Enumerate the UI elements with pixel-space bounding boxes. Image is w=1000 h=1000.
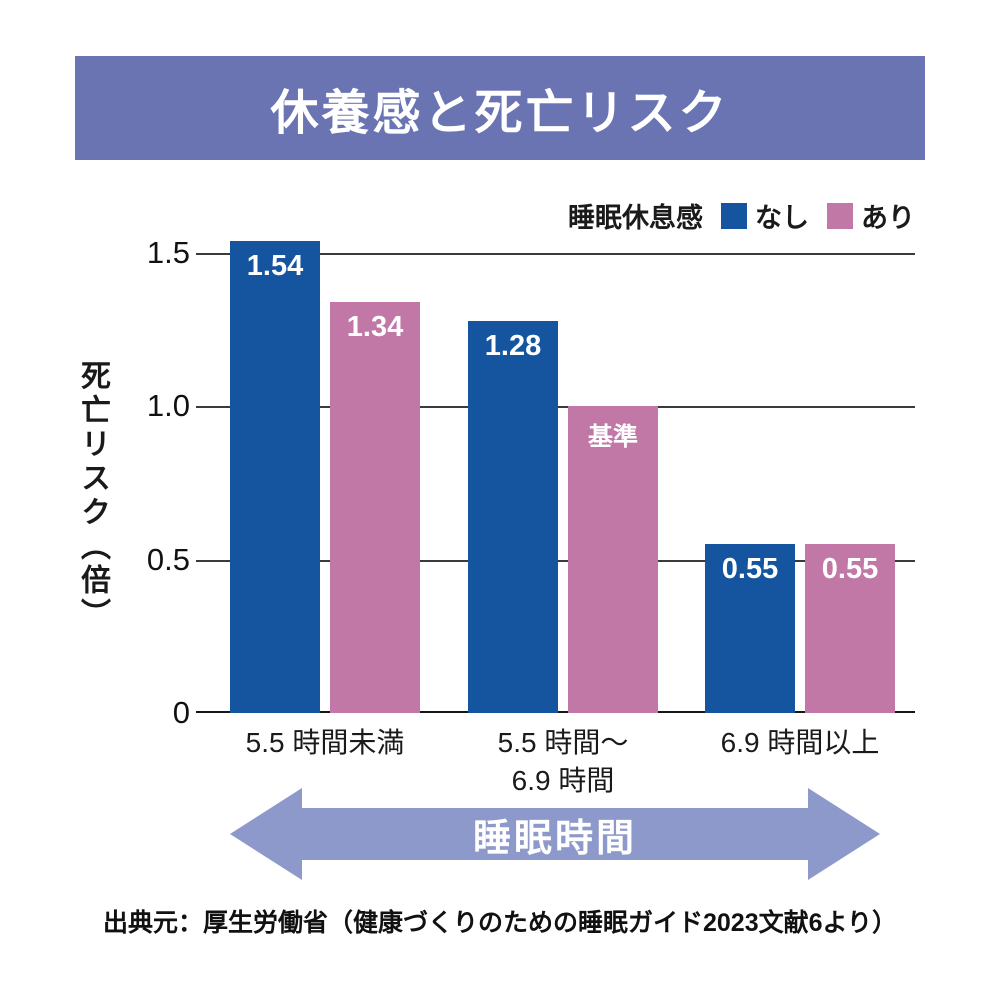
bar-あり-0: 1.34 (330, 302, 420, 713)
bar-あり-2: 0.55 (805, 544, 895, 713)
bar-group-0: 1.54 1.34 (230, 240, 420, 713)
legend-item-ari: あり (827, 196, 915, 235)
gridline-1-5 (196, 253, 915, 255)
sleep-time-arrow: 睡眠時間 (230, 788, 880, 880)
legend-name-ari: あり (861, 203, 915, 233)
y-tick-0: 0 (172, 695, 190, 730)
source-citation: 出典元：厚生労働省（健康づくりのための睡眠ガイド2023文献6より） (102, 909, 898, 937)
bar-value-label: 1.54 (246, 249, 304, 282)
legend: 睡眠休息感 なし あり (568, 196, 915, 235)
y-tick-1-5: 1.5 (146, 235, 190, 270)
bar-value-label: 1.28 (484, 329, 542, 362)
legend-name-nashi: なし (755, 203, 809, 233)
arrow-left-icon (230, 788, 302, 880)
legend-swatch-pink-icon (827, 202, 853, 229)
bar-なし-1: 1.28 (468, 320, 558, 713)
bar-value-label: 0.55 (721, 553, 779, 586)
legend-swatch-blue-icon (721, 202, 747, 229)
y-tick-0-5: 0.5 (146, 542, 190, 577)
bar-group-2: 0.55 0.55 (705, 253, 895, 713)
arrow-label: 睡眠時間 (472, 817, 637, 860)
plot-area: 1.54 1.34 1.28 基準 0.55 0.55 (196, 240, 915, 713)
legend-item-nashi: なし (721, 196, 809, 235)
arrow-body (300, 808, 810, 860)
x-axis-label-0: 5.5 時間未満 (245, 727, 405, 758)
page-title: 休養感と死亡リスク (270, 87, 730, 140)
legend-title: 睡眠休息感 (568, 203, 703, 233)
bar-なし-0: 1.54 (230, 240, 320, 713)
bar-あり-1: 基準 (568, 406, 658, 713)
bar-value-label: 基準 (587, 423, 638, 452)
title-banner: 休養感と死亡リスク (75, 56, 925, 160)
arrow-right-icon (808, 788, 880, 880)
x-axis-label-1: 5.5 時間〜 6.9 時間 (497, 727, 629, 796)
y-axis-title: 死亡リスク（倍） (76, 360, 109, 632)
bar-value-label: 0.55 (821, 553, 879, 586)
bar-group-1: 1.28 基準 (468, 253, 658, 713)
x-labels: 5.5 時間未満 5.5 時間〜 6.9 時間 6.9 時間以上 (200, 724, 915, 796)
bar-value-label: 1.34 (346, 311, 404, 344)
y-tick-1-0: 1.0 (146, 388, 190, 423)
bar-なし-2: 0.55 (705, 544, 795, 713)
x-axis-label-2: 6.9 時間以上 (720, 727, 880, 758)
